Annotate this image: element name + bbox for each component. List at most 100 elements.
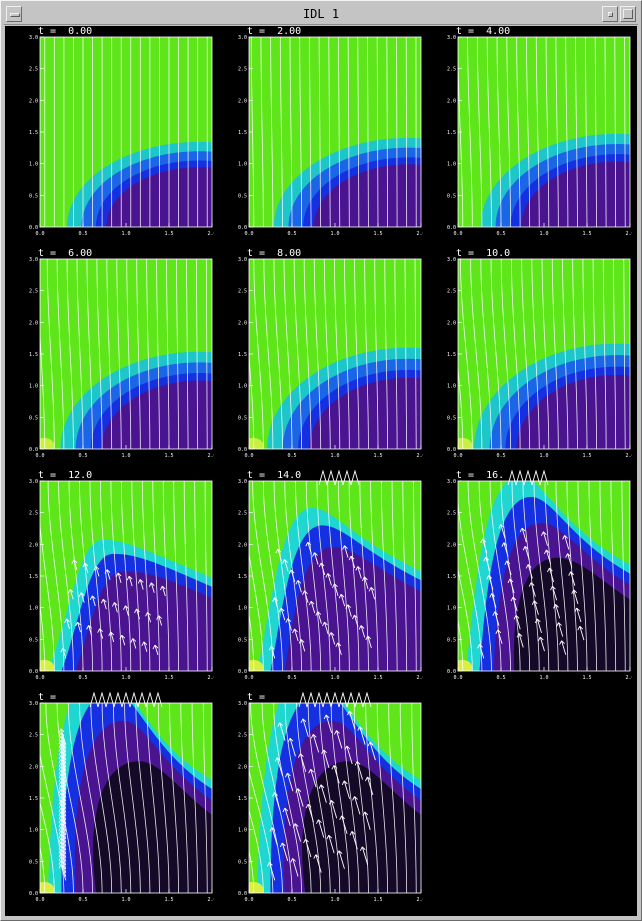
time-label: t = [247, 692, 272, 703]
x-tick-label: 0.0 [244, 453, 253, 459]
streamline [334, 259, 341, 449]
streamline [56, 703, 84, 893]
vector-field [250, 37, 417, 227]
streamline [45, 703, 74, 893]
velocity-arrow [148, 582, 155, 593]
streamline [40, 602, 46, 671]
y-tick-label: 2.0 [238, 764, 247, 770]
streamline [307, 703, 331, 893]
velocity-arrow [550, 585, 558, 601]
y-tick-label: 1.5 [238, 130, 247, 136]
streamline [319, 703, 341, 893]
streamline [414, 259, 417, 449]
velocity-arrow [318, 470, 360, 486]
x-tick-label: 2.0 [207, 453, 214, 459]
plot-panel: 0.0 0.5 1.0 1.5 2.0 2.5 3.0 0.0 0.5 1.0 1.5 2.0 t = … [10, 26, 214, 244]
title-bar[interactable]: IDL 1 [4, 4, 638, 25]
y-tick-label: 0.5 [447, 637, 456, 643]
y-tick-label: 2.5 [238, 733, 247, 739]
streamline [191, 703, 199, 893]
velocity-arrow [334, 730, 343, 749]
velocity-arrow [367, 741, 376, 761]
velocity-arrow [565, 553, 573, 568]
minimize-button[interactable] [602, 6, 618, 22]
velocity-arrow [321, 749, 330, 768]
x-tick-label: 1.0 [121, 897, 130, 903]
streamline [204, 481, 208, 671]
streamline [621, 481, 626, 671]
vector-field [40, 481, 208, 671]
streamline [394, 259, 398, 449]
y-tick-label: 3.0 [238, 701, 247, 707]
x-tick-label: 1.5 [582, 675, 591, 681]
velocity-arrow [498, 524, 506, 539]
streamline [365, 703, 379, 893]
velocity-arrow [344, 745, 353, 765]
streamline [511, 259, 521, 449]
y-tick-label: 2.5 [447, 67, 456, 73]
streamline [141, 481, 151, 671]
streamline [183, 481, 189, 671]
y-tick-label: 0.0 [29, 225, 38, 231]
contour-plot: 0.0 0.5 1.0 1.5 2.0 2.5 3.0 0.0 0.5 1.0 1.5 2.0 [29, 257, 214, 459]
density-contour [93, 761, 212, 893]
x-tick-label: 1.0 [539, 675, 548, 681]
streamline [205, 259, 208, 449]
streamline [399, 703, 408, 893]
streamline [623, 259, 626, 449]
x-tick-label: 1.5 [164, 897, 173, 903]
y-tick-label: 1.5 [238, 796, 247, 802]
streamline [364, 259, 369, 449]
plot-panel: 0.0 0.5 1.0 1.5 2.0 2.5 3.0 0.0 0.5 1.0 1.5 2.0 t = … [10, 248, 214, 466]
streamline [376, 37, 379, 227]
velocity-arrow [295, 580, 302, 593]
streamline [388, 703, 398, 893]
velocity-arrow [93, 566, 100, 577]
streamline [173, 481, 179, 671]
velocity-arrow [312, 552, 319, 565]
y-tick-label: 1.0 [447, 162, 456, 168]
x-tick-label: 2.0 [416, 675, 423, 681]
x-tick-label: 1.5 [164, 675, 173, 681]
streamline [126, 259, 132, 449]
streamline [467, 481, 492, 671]
streamline [551, 259, 559, 449]
velocity-arrow [104, 569, 111, 580]
window-menu-button[interactable] [6, 6, 22, 22]
y-tick-label: 0.5 [29, 193, 38, 199]
y-tick-label: 3.0 [29, 257, 38, 263]
contour-plot: 0.0 0.5 1.0 1.5 2.0 2.5 3.0 0.0 0.5 1.0 1.5 2.0 [447, 35, 632, 237]
velocity-arrow [531, 600, 539, 615]
velocity-arrow [287, 737, 296, 757]
streamline [506, 37, 511, 227]
y-tick-label: 3.0 [29, 479, 38, 485]
streamline [521, 259, 531, 449]
streamline [354, 259, 360, 449]
y-tick-label: 1.0 [447, 384, 456, 390]
velocity-arrow [71, 559, 78, 570]
velocity-arrow [326, 834, 335, 854]
velocity-arrow [58, 728, 67, 745]
streamline [458, 618, 464, 671]
x-tick-label: 2.0 [416, 897, 423, 903]
streamline [555, 481, 569, 671]
y-tick-label: 0.5 [29, 859, 38, 865]
velocity-arrow [282, 559, 289, 572]
velocity-arrow [316, 819, 325, 838]
velocity-arrow [123, 605, 129, 616]
velocity-arrow [332, 583, 339, 596]
maximize-button[interactable] [620, 6, 636, 22]
streamline [305, 481, 322, 671]
y-tick-label: 2.5 [238, 511, 247, 517]
time-label: t = 8.00 [247, 248, 302, 259]
streamline [342, 703, 360, 893]
x-tick-label: 0.0 [244, 231, 253, 237]
velocity-arrow [295, 788, 304, 807]
streamline [467, 37, 473, 227]
velocity-arrow [305, 541, 312, 555]
velocity-arrow [97, 628, 104, 639]
streamline [531, 259, 540, 449]
y-tick-label: 1.5 [447, 130, 456, 136]
velocity-arrow [100, 598, 107, 610]
y-tick-label: 1.5 [29, 352, 38, 358]
